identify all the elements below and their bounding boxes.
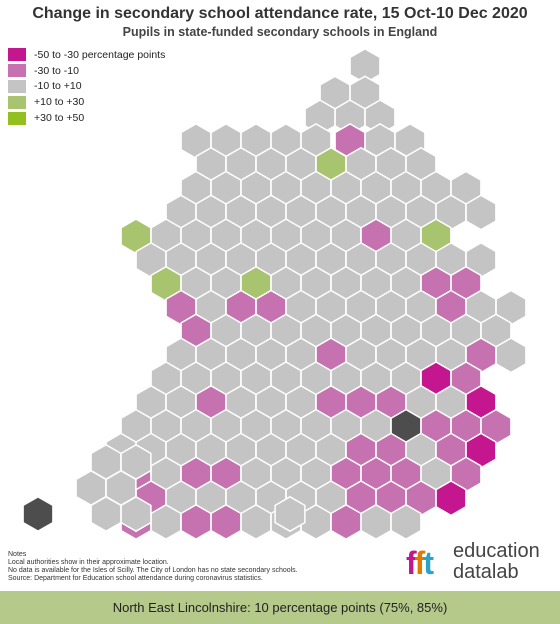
logo-line-1: education (453, 540, 540, 562)
local-authority-hex[interactable] (150, 503, 182, 541)
legend-swatch (8, 48, 26, 62)
legend-swatch (8, 79, 26, 93)
local-authority-hex[interactable] (349, 47, 381, 85)
legend-swatch (8, 95, 26, 109)
notes-line: No data is available for the Isles of Sc… (8, 567, 298, 574)
logo: fft education datalab (406, 541, 556, 587)
local-authority-hex[interactable] (274, 495, 306, 533)
notes-heading: Notes (8, 551, 27, 558)
logo-mark: fft (406, 545, 434, 581)
hex-map (22, 47, 527, 541)
local-authority-hex[interactable] (90, 495, 122, 533)
logo-line-2: datalab (453, 561, 519, 583)
local-authority-hex[interactable] (360, 503, 392, 541)
notes-line: Local authorities show in their approxim… (8, 559, 169, 566)
local-authority-hex[interactable] (240, 503, 272, 541)
local-authority-hex[interactable] (330, 503, 362, 541)
legend-item: +10 to +30 (8, 94, 165, 110)
local-authority-hex[interactable] (180, 503, 212, 541)
legend-label: +30 to +50 (34, 112, 85, 125)
notes-line: Source: Department for Education school … (8, 575, 263, 582)
legend-item: +30 to +50 (8, 110, 165, 126)
local-authority-hex[interactable] (495, 337, 527, 374)
local-authority-hex[interactable] (435, 480, 467, 517)
local-authority-hex[interactable] (210, 503, 242, 541)
legend-label: +10 to +30 (34, 96, 85, 109)
local-authority-hex[interactable] (22, 495, 54, 533)
page-subtitle: Pupils in state-funded secondary schools… (122, 25, 438, 39)
legend-label: -10 to +10 (34, 80, 82, 93)
legend: -50 to -30 percentage points -30 to -10 … (8, 47, 165, 126)
legend-label: -50 to -30 percentage points (34, 48, 166, 61)
logo-text: education datalab (453, 541, 540, 583)
local-authority-hex[interactable] (364, 99, 396, 136)
legend-item: -50 to -30 percentage points (8, 47, 165, 63)
legend-item: -10 to +10 (8, 79, 165, 95)
local-authority-hex[interactable] (390, 503, 422, 541)
local-authority-hex[interactable] (465, 194, 497, 231)
local-authority-hex[interactable] (120, 495, 152, 533)
selected-area-text: North East Lincolnshire: 10 percentage p… (112, 600, 448, 615)
legend-label: -30 to -10 (34, 64, 79, 77)
legend-item: -30 to -10 (8, 63, 165, 79)
legend-swatch (8, 64, 26, 78)
page-title: Change in secondary school attendance ra… (32, 5, 528, 22)
legend-swatch (8, 111, 26, 125)
notes: Notes Local authorities show in their ap… (8, 551, 298, 583)
selected-area-readout: North East Lincolnshire: 10 percentage p… (0, 591, 560, 624)
